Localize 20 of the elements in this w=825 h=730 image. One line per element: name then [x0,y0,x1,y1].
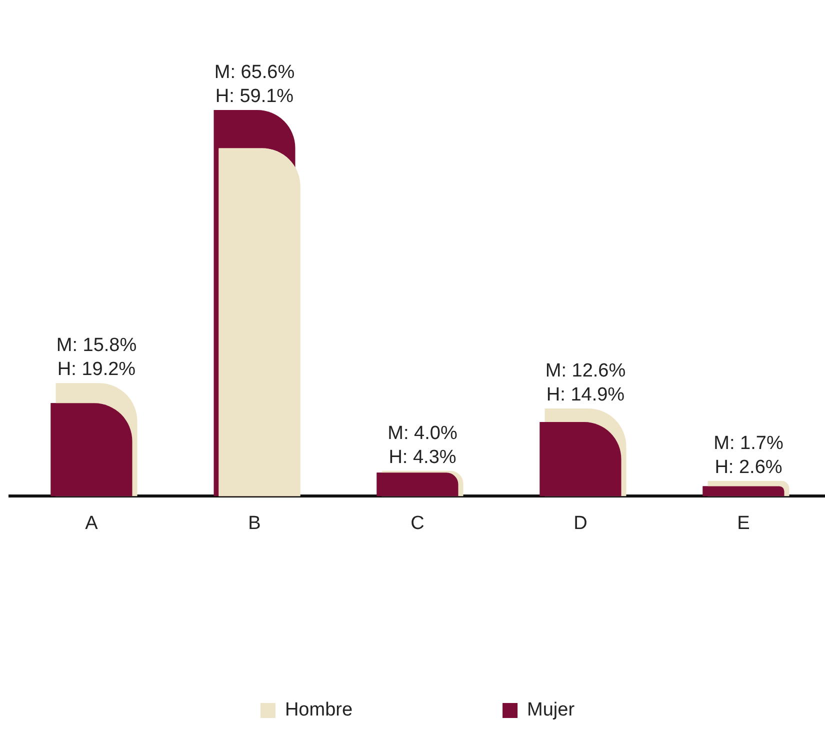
data-label: M: 4.0% [388,422,458,444]
legend-label: Hombre [284,700,353,721]
data-label: M: 12.6% [545,360,626,382]
data-label: M: 1.7% [714,432,784,454]
bar [702,486,784,496]
data-label: H: 19.2% [57,359,136,380]
data-label: H: 59.1% [215,86,294,107]
x-tick-label: A [85,512,98,534]
data-label: H: 2.6% [714,456,782,478]
data-label: H: 14.9% [546,384,625,406]
x-tick-label: C [410,512,424,534]
data-label: H: 4.3% [388,446,456,468]
data-label: M: 15.8% [56,335,137,356]
data-label: M: 65.6% [214,62,295,83]
bar [540,422,622,496]
x-tick-label: E [737,512,750,534]
x-tick-label: B [248,512,261,534]
legend-label: Mujer [527,700,576,721]
bar [50,403,132,496]
x-tick-label: D [574,512,588,534]
